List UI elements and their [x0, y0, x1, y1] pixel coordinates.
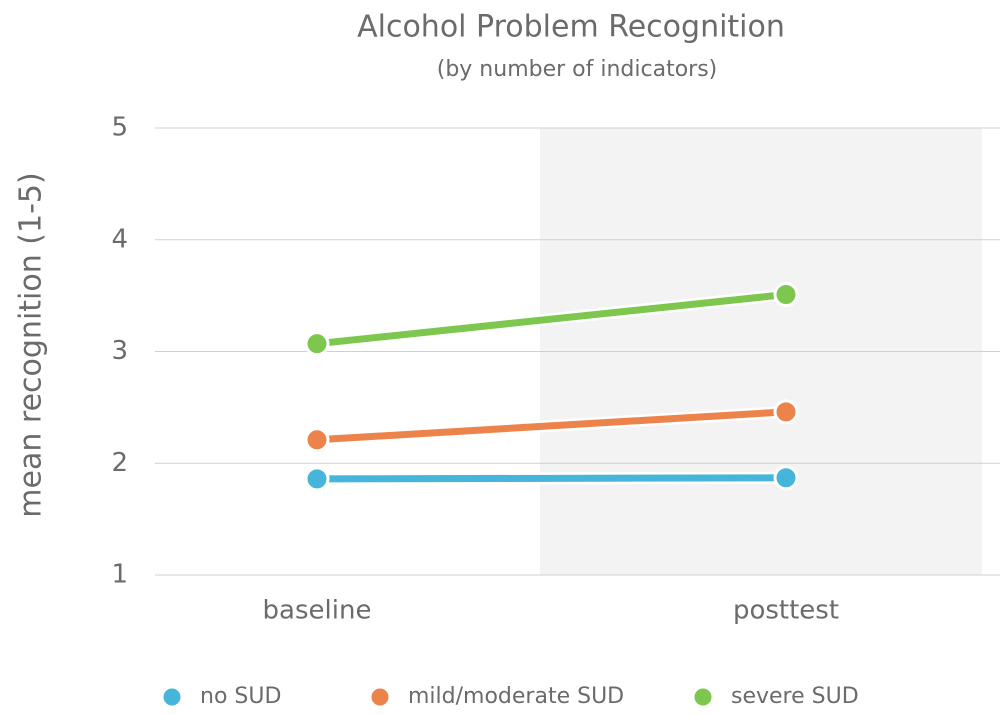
y-tick-label: 3 — [111, 336, 128, 366]
legend-label: mild/moderate SUD — [408, 684, 624, 709]
legend-label: no SUD — [200, 684, 281, 709]
legend-label: severe SUD — [731, 684, 859, 709]
y-tick-label: 1 — [111, 560, 128, 590]
series-line — [313, 474, 790, 483]
x-tick-label: posttest — [733, 596, 839, 626]
data-point — [773, 399, 799, 425]
chart-title: Alcohol Problem Recognition — [357, 10, 785, 45]
chart-subtitle: (by number of indicators) — [437, 57, 718, 82]
legend-swatch — [368, 685, 392, 709]
data-point — [773, 465, 799, 491]
y-tick-label: 5 — [111, 113, 128, 143]
series-line — [313, 408, 790, 444]
series-line — [313, 291, 790, 348]
legend-swatch — [160, 685, 184, 709]
y-axis-label: mean recognition (1-5) — [14, 172, 49, 517]
data-point — [304, 427, 330, 453]
data-point — [304, 466, 330, 492]
y-tick-label: 2 — [111, 448, 128, 478]
data-point — [304, 331, 330, 357]
legend-swatch — [691, 685, 715, 709]
y-tick-label: 4 — [111, 224, 128, 254]
x-tick-label: baseline — [263, 596, 372, 626]
data-point — [773, 282, 799, 308]
